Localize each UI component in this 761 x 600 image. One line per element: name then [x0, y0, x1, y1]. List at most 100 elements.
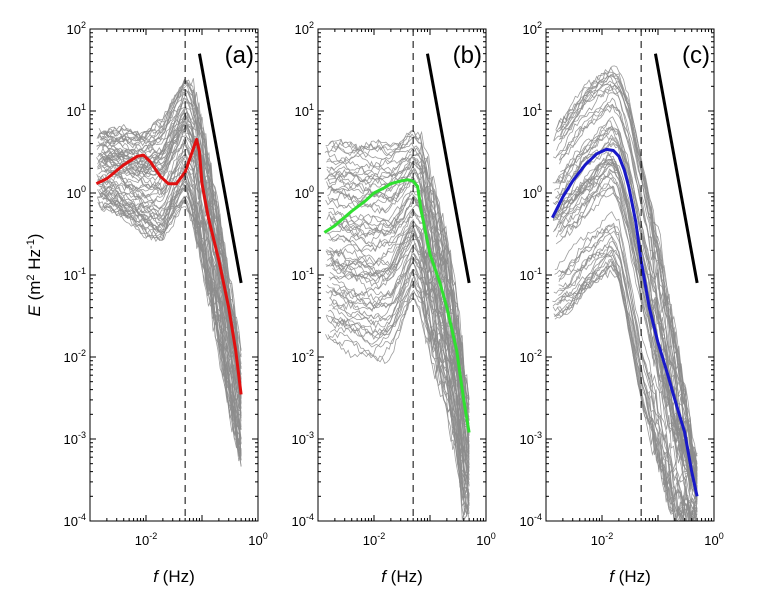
ensemble-curve	[97, 78, 242, 365]
y-tick-label: 101	[295, 102, 314, 119]
y-tick-label: 10-2	[520, 348, 542, 365]
y-tick-label: 10-1	[520, 266, 542, 283]
ensemble-curve	[97, 157, 242, 445]
ensemble-curve	[559, 158, 698, 500]
panel-a: 102 101 100 10-1 10-2 10-3 10-4 10-2 100 f (Hz) (a…	[64, 20, 268, 586]
ensemble-curve	[557, 127, 698, 484]
panel-data	[95, 78, 243, 467]
y-axis-label: E (m2 Hz-1)	[25, 234, 44, 317]
y-tick-label: 10-4	[292, 512, 314, 529]
panel-c: 102 101 100 10-1 10-2 10-3 10-4 10-2 100 f (Hz) (c…	[520, 20, 724, 586]
ensemble-curve	[554, 227, 698, 520]
ensemble-curve	[329, 261, 470, 508]
ensemble-curve	[330, 253, 470, 474]
ensemble-curve	[326, 130, 470, 399]
ensemble-curve	[326, 147, 470, 422]
ensemble-curve	[99, 83, 242, 358]
y-tick-label: 100	[523, 184, 542, 201]
ensemble-curve	[103, 188, 242, 452]
ensemble-curve	[553, 158, 698, 496]
ensemble-curve	[552, 254, 698, 521]
y-tick-label: 100	[295, 184, 314, 201]
ensemble-curve	[553, 176, 698, 489]
ensemble-curve	[329, 224, 470, 472]
ensemble-curve	[104, 141, 242, 417]
ensemble-curve	[331, 297, 470, 520]
ensemble-curve	[103, 171, 242, 456]
slope-reference-line	[425, 53, 471, 284]
ensemble-curve	[552, 172, 698, 498]
ensemble-curve	[98, 187, 242, 452]
ensemble-curve	[560, 225, 698, 512]
x-axis-label: f (Hz)	[153, 567, 195, 586]
ensemble-curve	[557, 265, 698, 521]
panel-label: (b)	[453, 42, 482, 69]
y-tick-label: 10-3	[292, 430, 314, 447]
ensemble-curve	[329, 261, 470, 506]
y-tick-label: 101	[67, 102, 86, 119]
y-tick-label: 10-4	[64, 512, 86, 529]
ensemble-curve	[330, 229, 470, 483]
x-tick-label: 10-2	[135, 531, 157, 548]
ensemble-curve	[328, 208, 470, 468]
ensemble-curve	[332, 198, 470, 455]
ensemble-curve	[559, 103, 698, 485]
y-tick-label: 102	[523, 20, 542, 37]
x-tick-label: 10-2	[363, 531, 385, 548]
panel-label: (c)	[682, 42, 710, 69]
ensemble-curve	[96, 91, 242, 368]
x-tick-label: 10-2	[591, 531, 613, 548]
ensemble-curve	[555, 116, 698, 481]
ensemble-curve	[324, 142, 470, 401]
ensemble-curve	[98, 78, 242, 369]
x-tick-label: 100	[704, 531, 723, 548]
mean-spectrum-line	[95, 137, 243, 395]
ensemble-curve	[330, 198, 470, 447]
y-tick-label: 10-2	[64, 348, 86, 365]
ensemble-curve	[98, 199, 242, 452]
y-tick-label: 10-2	[292, 348, 314, 365]
x-tick-label: 100	[476, 531, 495, 548]
ensemble-curve	[326, 255, 470, 502]
slope-reference-line	[197, 53, 243, 284]
ensemble-curve	[324, 162, 470, 433]
ensemble-curve	[331, 274, 470, 517]
ensemble-curve	[558, 233, 694, 521]
ensemble-curve	[560, 66, 698, 462]
y-tick-label: 10-3	[520, 430, 542, 447]
ensemble-curve	[328, 190, 470, 448]
x-tick-label: 100	[248, 531, 267, 548]
ensemble-curve	[97, 149, 242, 422]
ensemble-curve	[553, 75, 698, 470]
ensemble-curve	[327, 166, 470, 435]
y-tick-label: 102	[295, 20, 314, 37]
slope-reference-line	[653, 53, 699, 284]
panel-label: (a)	[225, 42, 254, 69]
ensemble-curve	[329, 238, 470, 487]
x-axis-label: f (Hz)	[609, 567, 651, 586]
ensemble-curve	[99, 179, 242, 456]
ensemble-curve	[96, 108, 242, 380]
ensemble-curve	[554, 211, 698, 510]
ensemble-curve	[325, 291, 470, 521]
mean-spectrum-line	[551, 147, 699, 497]
panel-b: 102 101 100 10-1 10-2 10-3 10-4 10-2 100 f (Hz) (b…	[292, 20, 496, 586]
y-tick-label: 10-3	[64, 430, 86, 447]
ensemble-curve	[96, 138, 242, 414]
y-tick-label: 102	[67, 20, 86, 37]
ensemble-curve	[329, 289, 470, 516]
panel-data	[323, 130, 471, 521]
y-tick-label: 100	[67, 184, 86, 201]
panel-data	[551, 65, 699, 521]
ensemble-curve	[555, 103, 698, 492]
x-axis-label: f (Hz)	[381, 567, 423, 586]
ensemble-curve	[553, 246, 697, 521]
ensemble-curve	[104, 195, 242, 457]
ensemble-curve	[552, 151, 698, 501]
y-tick-label: 10-4	[520, 512, 542, 529]
ensemble-curve	[103, 105, 242, 396]
y-tick-label: 10-1	[292, 266, 314, 283]
mean-spectrum-line	[323, 178, 471, 433]
ensemble-curve	[553, 92, 698, 463]
